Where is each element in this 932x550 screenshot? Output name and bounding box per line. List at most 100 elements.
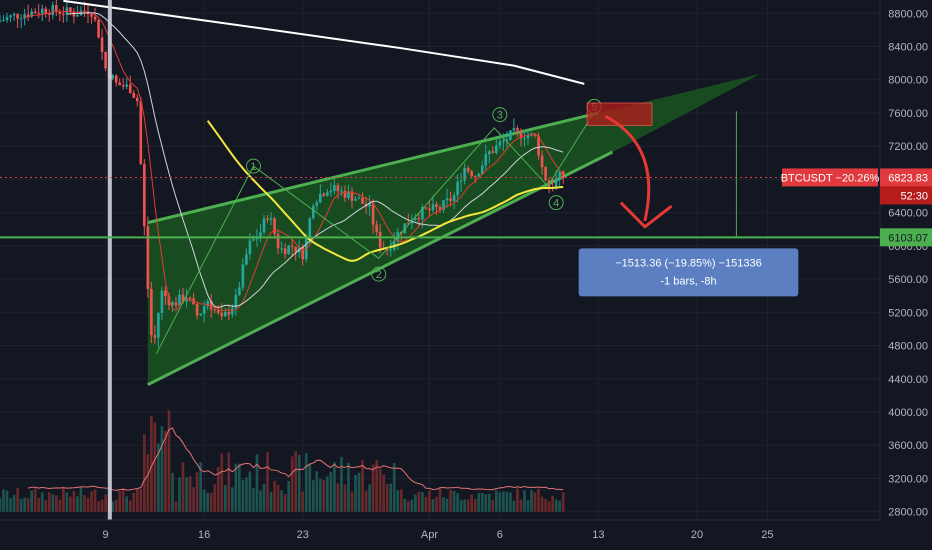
- volume-bar: [192, 487, 195, 512]
- candle-body: [195, 304, 199, 316]
- volume-bar: [389, 483, 393, 512]
- time-tick-label: 9: [103, 529, 109, 541]
- volume-bar: [315, 471, 319, 512]
- volume-bar: [90, 491, 93, 512]
- candle-body: [407, 223, 410, 225]
- candle-body: [526, 135, 530, 139]
- candle-body: [44, 8, 48, 14]
- volume-bar: [537, 488, 540, 512]
- volume-bar: [547, 501, 551, 512]
- price-tick-label: 8400.00: [888, 42, 928, 54]
- volume-bar: [410, 499, 414, 512]
- volume-bar: [111, 501, 114, 512]
- volume-bar: [23, 497, 26, 512]
- candle-body: [431, 204, 435, 211]
- target-zone-box: [586, 102, 653, 126]
- price-tick-label: 5600.00: [888, 274, 928, 286]
- last-price-tag: [880, 168, 932, 187]
- volume-bar: [340, 456, 343, 512]
- candle-body: [128, 84, 132, 93]
- candle-body: [463, 167, 466, 181]
- candle-body: [23, 14, 26, 19]
- volume-bar: [2, 489, 5, 512]
- price-tick-label: 6400.00: [888, 208, 928, 220]
- candle-body: [273, 218, 276, 235]
- candle-body: [537, 135, 540, 156]
- candle-body: [480, 165, 484, 175]
- volume-bar: [37, 498, 41, 512]
- volume-bar: [417, 491, 421, 512]
- volume-bar: [382, 474, 385, 512]
- candle-body: [280, 248, 283, 250]
- candle-body: [30, 11, 33, 17]
- volume-bar: [452, 490, 456, 512]
- volume-bar: [322, 480, 326, 512]
- volume-bar: [326, 476, 329, 512]
- wave-label: 3: [497, 110, 503, 122]
- price-tick-label: 8800.00: [888, 8, 928, 20]
- candle-body: [533, 133, 537, 136]
- volume-bar: [561, 492, 565, 512]
- volume-bar: [40, 492, 44, 512]
- volume-bar: [100, 499, 104, 512]
- candle-body: [442, 200, 445, 210]
- candle-body: [308, 218, 312, 238]
- volume-bar: [280, 490, 283, 512]
- volume-bar: [5, 490, 9, 512]
- candle-body: [347, 191, 350, 198]
- volume-bar: [424, 496, 428, 512]
- volume-bar: [164, 430, 167, 512]
- price-tick-label: 3200.00: [888, 473, 928, 485]
- volume-bar: [396, 490, 400, 512]
- wave-label-circle: [548, 195, 564, 211]
- volume-bar: [421, 492, 424, 512]
- candle-body: [375, 224, 378, 232]
- time-tick-label: 25: [761, 529, 773, 541]
- candle-body: [223, 311, 227, 317]
- candle-body: [466, 167, 470, 172]
- wave-label-circle: [492, 107, 508, 123]
- volume-bar: [12, 494, 16, 512]
- countdown-value: 52:30: [900, 190, 928, 202]
- volume-bar: [248, 471, 252, 512]
- candle-body: [505, 139, 509, 141]
- candle-body: [361, 197, 364, 204]
- volume-bar: [255, 454, 259, 512]
- candle-body: [150, 288, 153, 336]
- candle-body: [315, 202, 319, 206]
- candle-body: [340, 190, 343, 192]
- candle-body: [561, 171, 565, 178]
- candle-body: [83, 10, 86, 12]
- volume-bar: [269, 492, 273, 512]
- candle-body: [294, 246, 297, 253]
- candle-body: [69, 7, 72, 13]
- candle-body: [100, 37, 104, 52]
- volume-bar: [153, 422, 157, 512]
- candle-body: [438, 207, 442, 210]
- volume-bar: [438, 488, 442, 512]
- candle-body: [16, 14, 19, 19]
- rising-wedge-channel: [147, 73, 761, 386]
- candle-body: [424, 207, 428, 209]
- candle-body: [428, 208, 431, 211]
- candle-body: [12, 14, 16, 16]
- last-price-value: 6823.83: [888, 172, 928, 184]
- volume-bar: [199, 462, 202, 512]
- volume-bar: [558, 500, 561, 512]
- volume-bar: [297, 454, 301, 512]
- volume-bar: [378, 468, 382, 512]
- volume-bar: [533, 492, 537, 512]
- volume-bar: [195, 472, 199, 512]
- volume-bar: [371, 464, 375, 512]
- candle-body: [512, 128, 516, 131]
- volume-bar: [435, 496, 438, 512]
- candle-body: [188, 297, 192, 299]
- candle-body: [350, 191, 354, 201]
- candle-body: [262, 218, 266, 233]
- candle-body: [0, 20, 2, 22]
- candle-body: [414, 218, 417, 220]
- candle-body: [125, 84, 129, 87]
- candle-body: [287, 245, 290, 255]
- volume-bar: [463, 499, 466, 512]
